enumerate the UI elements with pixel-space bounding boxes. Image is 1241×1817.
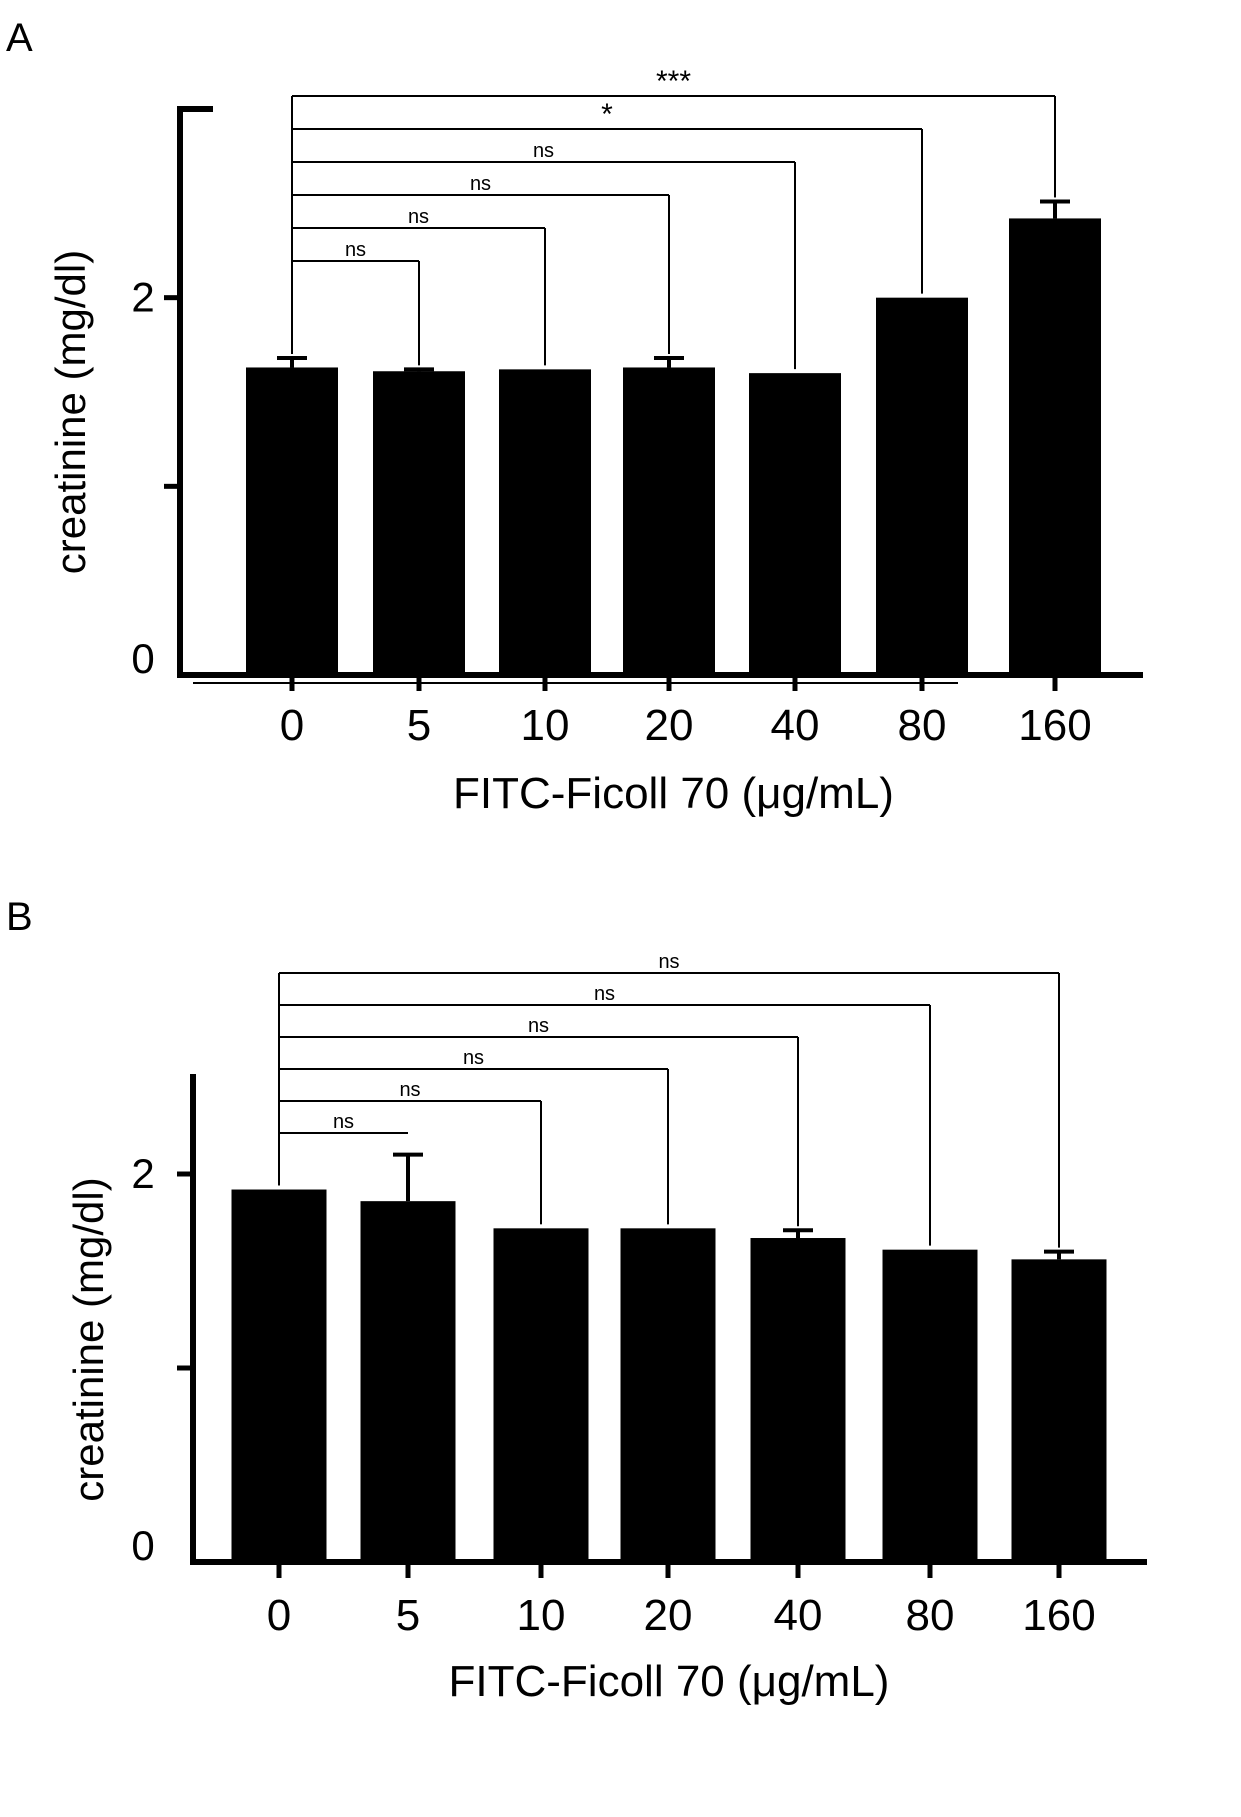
a-x-tick-label-0: 0	[280, 701, 304, 750]
b-bar-40	[750, 1238, 846, 1562]
b-x-tick-label-20: 20	[644, 1591, 693, 1640]
b-bar-80	[882, 1249, 978, 1562]
a-y-tick-label-0: 0	[131, 635, 154, 682]
a-bracket-0-label: ns	[345, 239, 366, 261]
b-x-tick-label-80: 80	[906, 1591, 955, 1640]
a-x-tick-label-40: 40	[771, 701, 820, 750]
a-x-tick-label-5: 5	[407, 701, 431, 750]
a-bracket-3-label: ns	[533, 140, 554, 162]
a-x-tick-label-160: 160	[1018, 701, 1091, 750]
b-x-tick-label-40: 40	[774, 1591, 823, 1640]
a-bar-5	[373, 371, 465, 675]
b-y-tick-label-2: 2	[131, 1150, 154, 1197]
b-y-tick-label-0: 0	[131, 1522, 154, 1569]
a-y-axis-label: creatinine (mg/dl)	[47, 250, 94, 574]
a-bar-10	[499, 369, 591, 675]
b-bracket-4-label: ns	[594, 983, 615, 1005]
a-x-tick-label-20: 20	[645, 701, 694, 750]
a-bar-40	[749, 373, 841, 675]
b-bar-160	[1011, 1259, 1107, 1562]
a-y-tick-label-2: 2	[131, 274, 154, 321]
a-x-axis-label: FITC-Ficoll 70 (μg/mL)	[453, 769, 894, 818]
b-bar-20	[620, 1228, 716, 1562]
b-bracket-0-label: ns	[333, 1111, 354, 1133]
a-bar-20	[623, 367, 715, 675]
b-bar-5	[360, 1201, 456, 1562]
b-x-tick-label-0: 0	[267, 1591, 291, 1640]
a-bracket-2-label: ns	[470, 173, 491, 195]
b-bar-0	[231, 1189, 327, 1562]
b-bracket-5-label: ns	[658, 951, 679, 973]
a-bar-160	[1009, 218, 1101, 675]
b-x-tick-label-5: 5	[396, 1591, 420, 1640]
a-bar-80	[876, 297, 968, 675]
b-bracket-1-label: ns	[399, 1079, 420, 1101]
panel-letter-b: B	[6, 895, 33, 939]
b-bracket-3-label: ns	[528, 1015, 549, 1037]
panel-letter-a: A	[6, 16, 33, 60]
a-bracket-5-label: ***	[656, 65, 691, 98]
a-bracket-4-label: *	[601, 98, 613, 131]
b-x-tick-label-160: 160	[1022, 1591, 1095, 1640]
b-x-tick-label-10: 10	[517, 1591, 566, 1640]
b-bracket-2-label: ns	[463, 1047, 484, 1069]
a-bar-0	[246, 367, 338, 675]
b-x-axis-label: FITC-Ficoll 70 (μg/mL)	[449, 1657, 890, 1706]
b-y-axis-label: creatinine (mg/dl)	[65, 1177, 112, 1501]
b-bar-10	[493, 1228, 589, 1562]
a-x-tick-label-10: 10	[521, 701, 570, 750]
a-bracket-1-label: ns	[408, 206, 429, 228]
a-x-tick-label-80: 80	[898, 701, 947, 750]
